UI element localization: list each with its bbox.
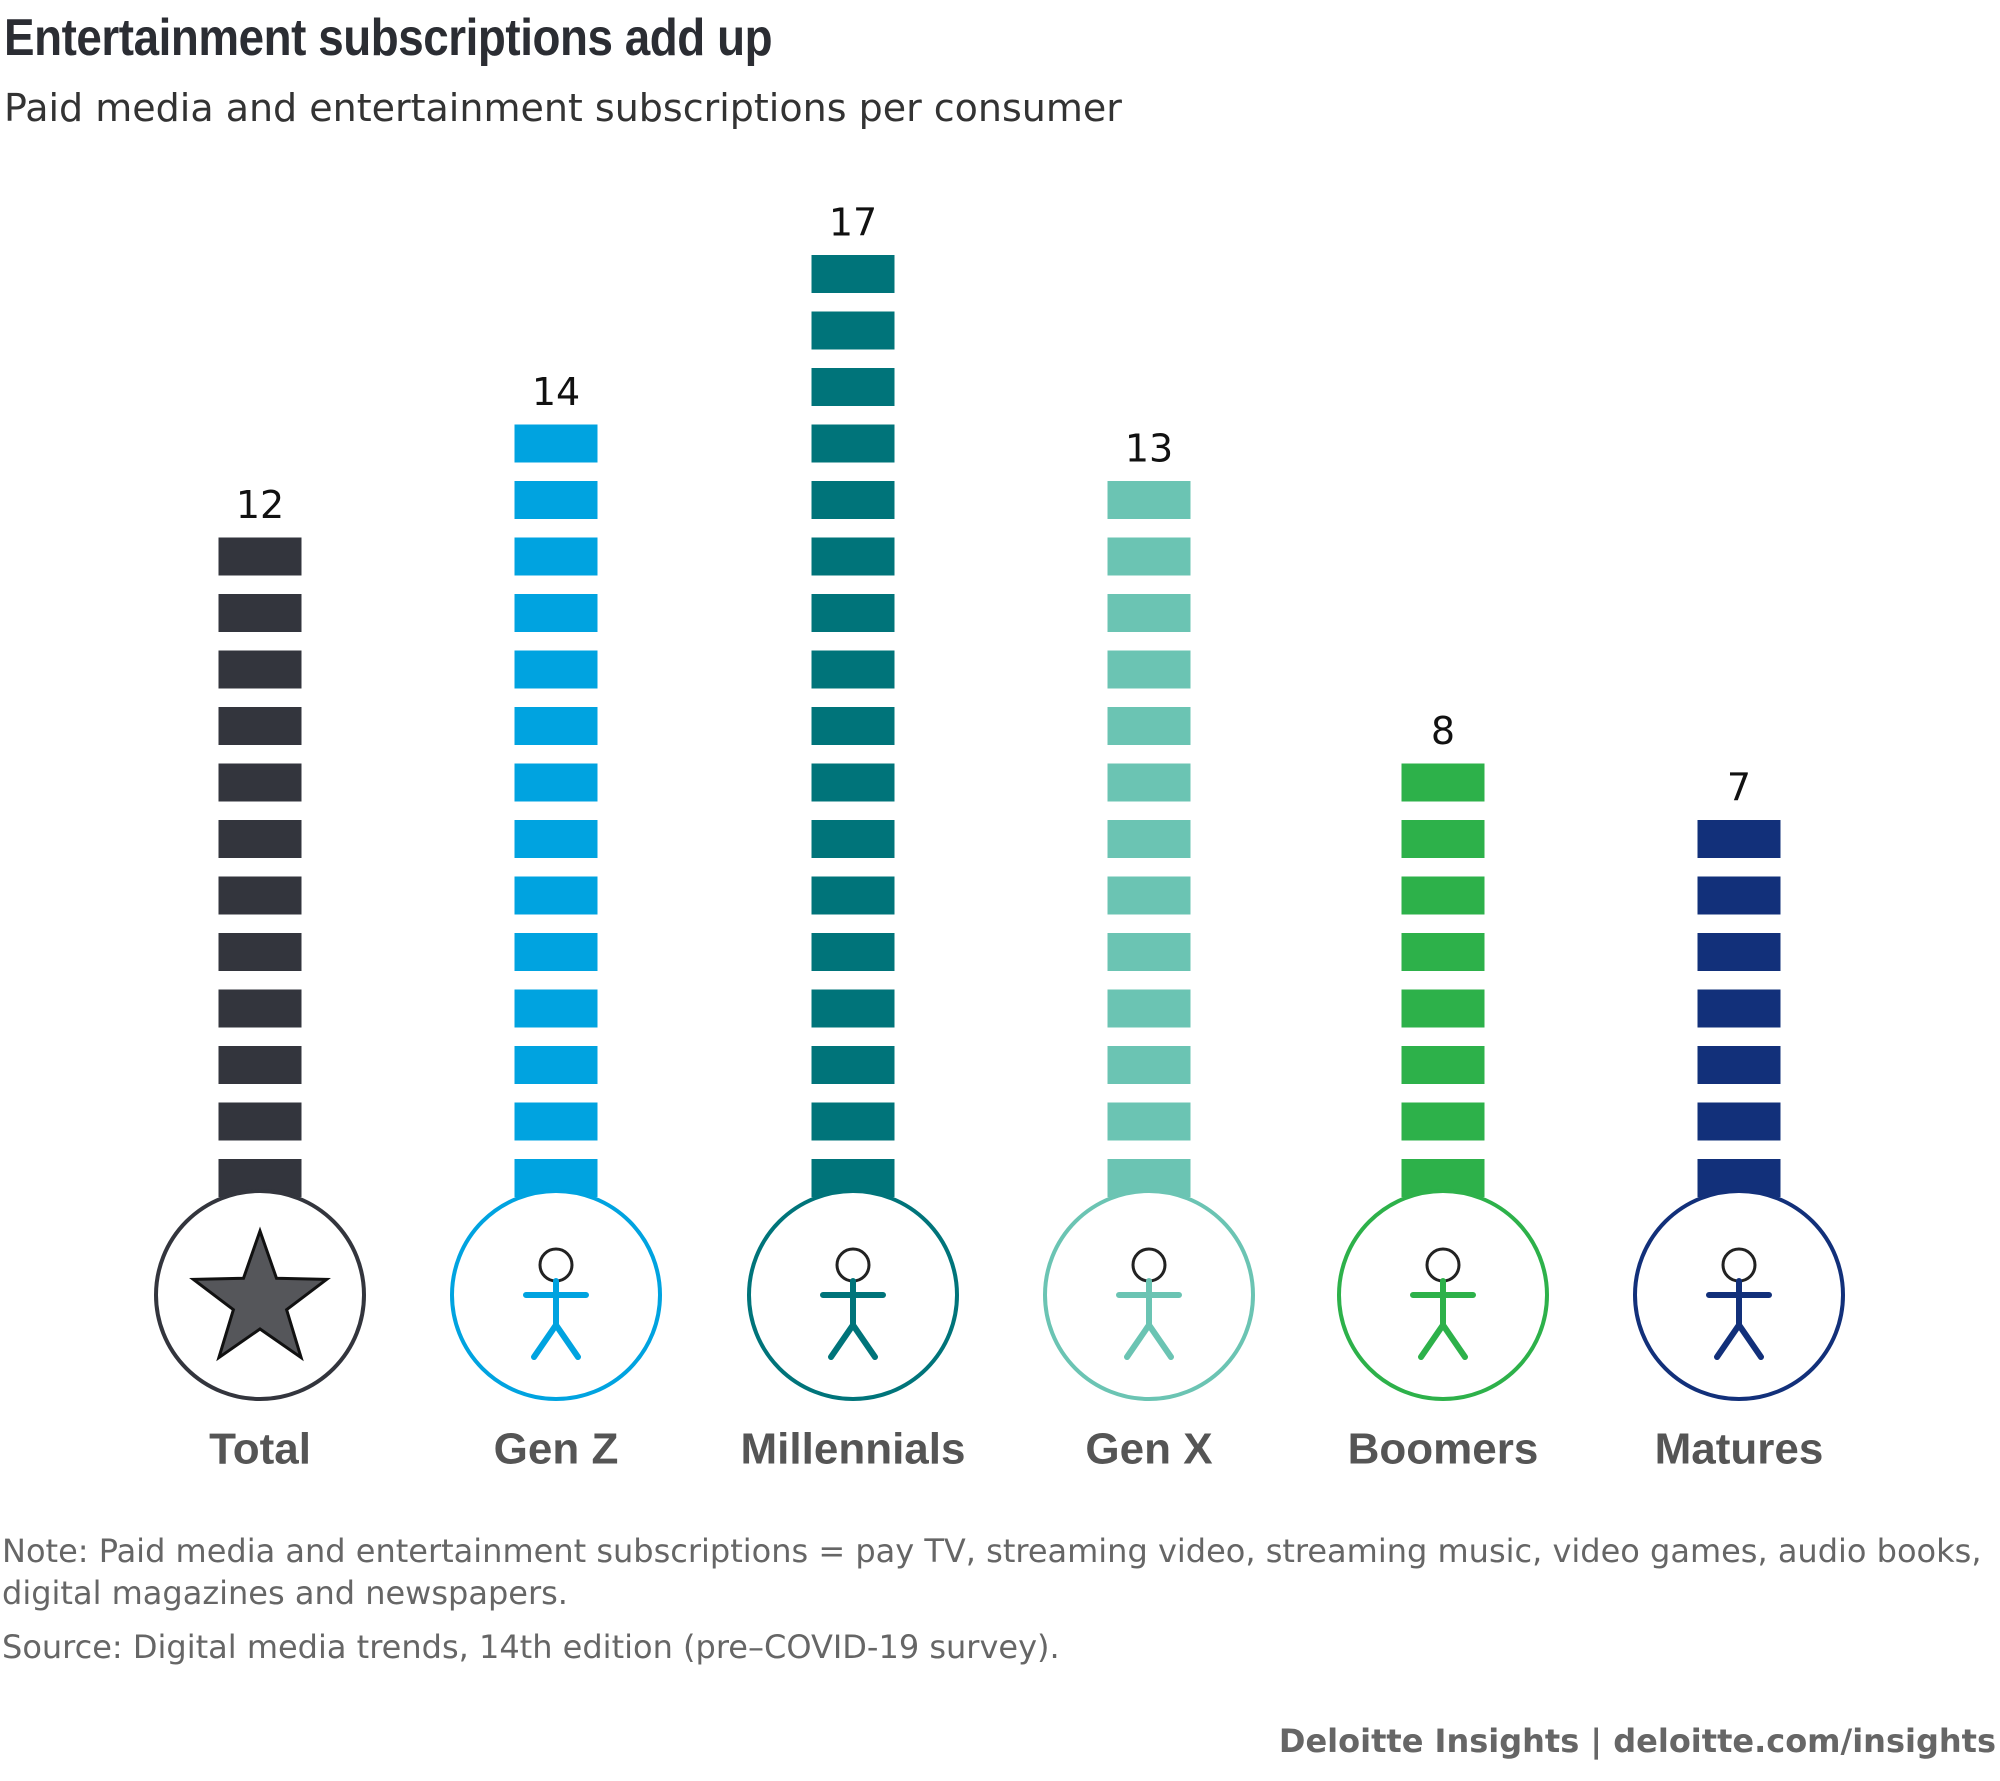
- star-icon: [189, 1226, 331, 1362]
- x-tick-label: Total: [209, 1425, 311, 1474]
- chart-title: Entertainment subscriptions add up: [4, 9, 773, 67]
- bar-block: [811, 876, 895, 915]
- bar-block: [1107, 763, 1191, 802]
- bar-block: [514, 1046, 598, 1084]
- bar-block: [1401, 820, 1485, 858]
- bar-block: [514, 989, 598, 1028]
- bar-block: [514, 481, 598, 519]
- bar-block: [1697, 876, 1781, 915]
- footer: Deloitte Insights | deloitte.com/insight…: [1278, 1722, 1996, 1760]
- bar-block: [1697, 1102, 1781, 1141]
- bar-block: [1107, 1046, 1191, 1084]
- bar-block: [811, 650, 895, 689]
- bar-block: [811, 763, 895, 802]
- bar-block: [811, 933, 895, 971]
- bar-block: [218, 1102, 302, 1141]
- bar-block: [514, 820, 598, 858]
- bar: [811, 255, 895, 1197]
- bar-block: [1401, 989, 1485, 1028]
- bar: [514, 424, 598, 1197]
- bar-block: [218, 933, 302, 971]
- bar-block: [1107, 876, 1191, 915]
- bar-block: [811, 820, 895, 858]
- bar-block: [514, 537, 598, 576]
- bar-block: [811, 1102, 895, 1141]
- icon-figure: [1706, 1278, 1772, 1360]
- bar-block: [514, 594, 598, 632]
- bar-block: [1107, 594, 1191, 632]
- bar-block: [1107, 707, 1191, 745]
- bar-block: [218, 1046, 302, 1084]
- note: Note: Paid media and entertainment subsc…: [2, 1532, 1982, 1612]
- bar-block: [514, 763, 598, 802]
- x-tick-label: Matures: [1655, 1425, 1824, 1474]
- bar-block: [811, 707, 895, 745]
- chart-subtitle: Paid media and entertainment subscriptio…: [4, 86, 1122, 130]
- bar-block: [1107, 1102, 1191, 1141]
- value-label: 8: [1431, 709, 1455, 753]
- bar-block: [514, 707, 598, 745]
- bar-block: [218, 989, 302, 1028]
- bar-block: [1697, 820, 1781, 858]
- bar-block: [811, 1046, 895, 1084]
- x-tick-label: Gen X: [1085, 1425, 1212, 1474]
- bar-block: [218, 763, 302, 802]
- bar-block: [1401, 933, 1485, 971]
- value-label: 13: [1125, 427, 1173, 471]
- bar: [1107, 481, 1191, 1197]
- bar-block: [811, 255, 895, 293]
- bar-block: [218, 650, 302, 689]
- source: Source: Digital media trends, 14th editi…: [2, 1628, 1060, 1666]
- bar-block: [514, 1102, 598, 1141]
- x-tick-label: Millennials: [741, 1425, 966, 1474]
- value-label: 17: [829, 201, 877, 245]
- bar: [1697, 820, 1781, 1197]
- bar-block: [1107, 481, 1191, 519]
- bar-block: [1401, 1046, 1485, 1084]
- bar-block: [1401, 876, 1485, 915]
- value-label: 7: [1727, 766, 1751, 810]
- bar-block: [811, 481, 895, 519]
- bar-block: [811, 537, 895, 576]
- bar-block: [1107, 537, 1191, 576]
- bar-block: [1401, 1102, 1485, 1141]
- bar-block: [1697, 1046, 1781, 1084]
- icon-figure: [1116, 1278, 1182, 1360]
- bar-block: [811, 424, 895, 463]
- bar-block: [1107, 820, 1191, 858]
- bar-block: [1401, 763, 1485, 802]
- bar-block: [1107, 989, 1191, 1028]
- bar-block: [514, 424, 598, 463]
- value-label: 14: [532, 370, 580, 414]
- bar-block: [514, 876, 598, 915]
- bar-block: [1107, 933, 1191, 971]
- bar-block: [1697, 989, 1781, 1028]
- bar-block: [218, 820, 302, 858]
- bar-block: [514, 650, 598, 689]
- bar-block: [811, 311, 895, 350]
- bar-block: [218, 707, 302, 745]
- bar-block: [811, 368, 895, 406]
- bar-block: [1697, 933, 1781, 971]
- icon-figure: [1410, 1278, 1476, 1360]
- bar-block: [218, 594, 302, 632]
- x-tick-label: Gen Z: [494, 1425, 619, 1474]
- bar: [218, 537, 302, 1197]
- bar-block: [218, 537, 302, 576]
- bar-block: [811, 594, 895, 632]
- bar-block: [1107, 650, 1191, 689]
- bar: [1401, 763, 1485, 1197]
- icon-figure: [820, 1278, 886, 1360]
- x-tick-label: Boomers: [1348, 1425, 1539, 1474]
- bar-block: [218, 876, 302, 915]
- bar-block: [514, 933, 598, 971]
- value-label: 12: [236, 483, 284, 527]
- bar-block: [811, 989, 895, 1028]
- icon-figure: [523, 1278, 589, 1360]
